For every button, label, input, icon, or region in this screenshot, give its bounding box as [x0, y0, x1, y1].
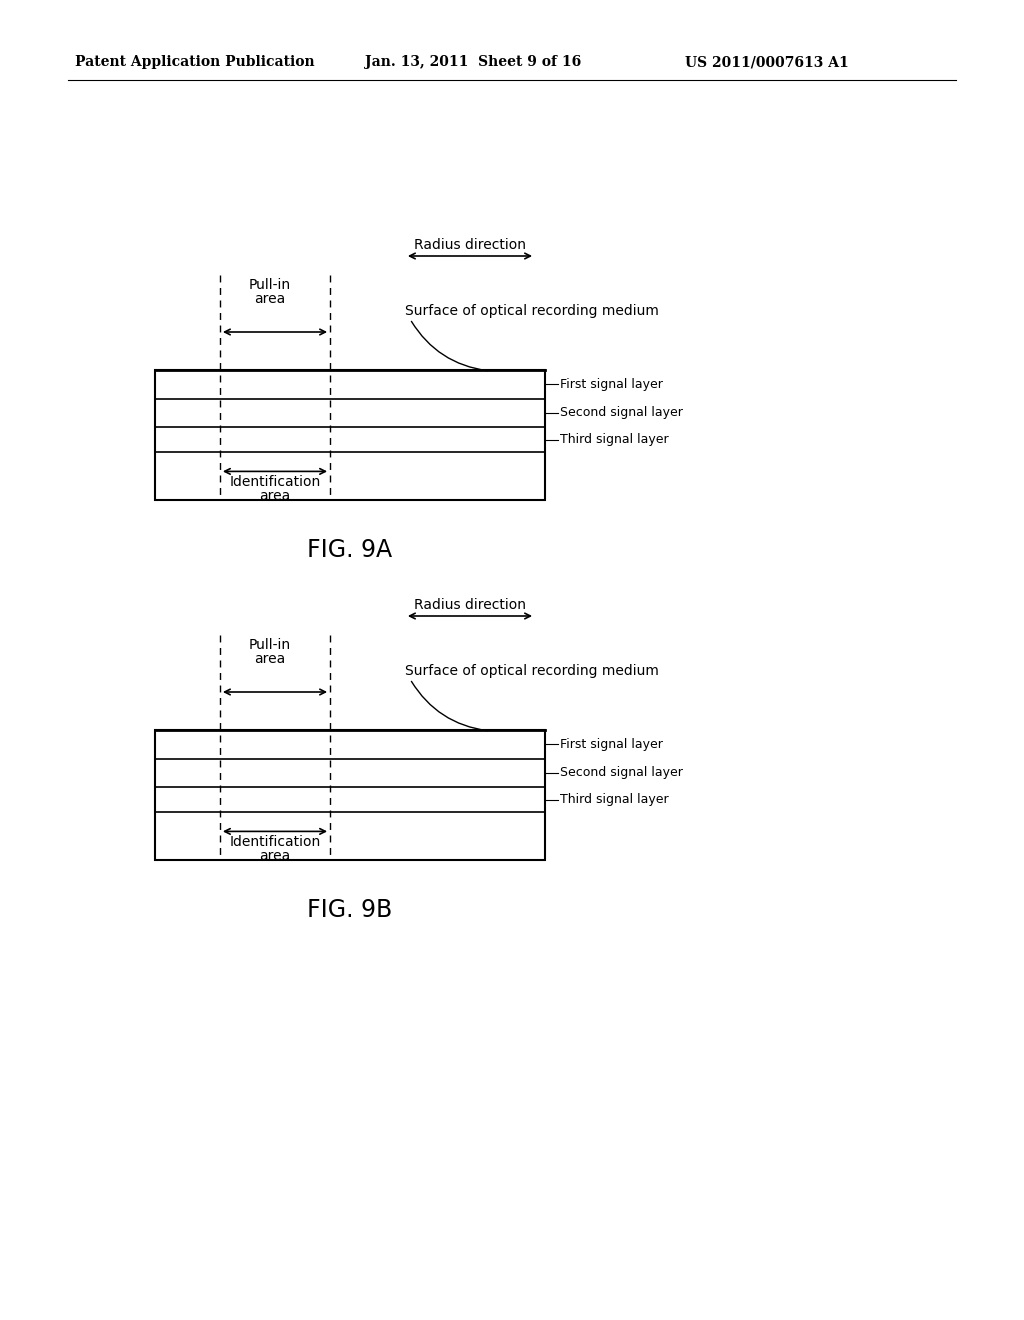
Text: Radius direction: Radius direction	[414, 238, 526, 252]
Text: Identification: Identification	[229, 836, 321, 849]
Bar	[155, 370, 545, 500]
Bar	[155, 730, 545, 861]
Text: US 2011/0007613 A1: US 2011/0007613 A1	[685, 55, 849, 69]
Text: Second signal layer: Second signal layer	[560, 767, 683, 779]
Text: Surface of optical recording medium: Surface of optical recording medium	[406, 304, 658, 318]
Text: First signal layer: First signal layer	[560, 378, 663, 391]
Text: Patent Application Publication: Patent Application Publication	[75, 55, 314, 69]
Text: First signal layer: First signal layer	[560, 738, 663, 751]
Text: area: area	[259, 849, 291, 863]
Text: Radius direction: Radius direction	[414, 598, 526, 612]
Text: area: area	[259, 490, 291, 503]
Text: Identification: Identification	[229, 475, 321, 490]
Text: Pull-in: Pull-in	[249, 279, 291, 292]
Text: Surface of optical recording medium: Surface of optical recording medium	[406, 664, 658, 678]
Text: Jan. 13, 2011  Sheet 9 of 16: Jan. 13, 2011 Sheet 9 of 16	[365, 55, 582, 69]
Text: area: area	[254, 652, 286, 667]
Text: FIG. 9A: FIG. 9A	[307, 539, 392, 562]
Text: area: area	[254, 292, 286, 306]
Text: FIG. 9B: FIG. 9B	[307, 898, 392, 921]
Text: Second signal layer: Second signal layer	[560, 407, 683, 420]
Text: Third signal layer: Third signal layer	[560, 793, 669, 807]
Text: Pull-in: Pull-in	[249, 638, 291, 652]
Text: Third signal layer: Third signal layer	[560, 433, 669, 446]
